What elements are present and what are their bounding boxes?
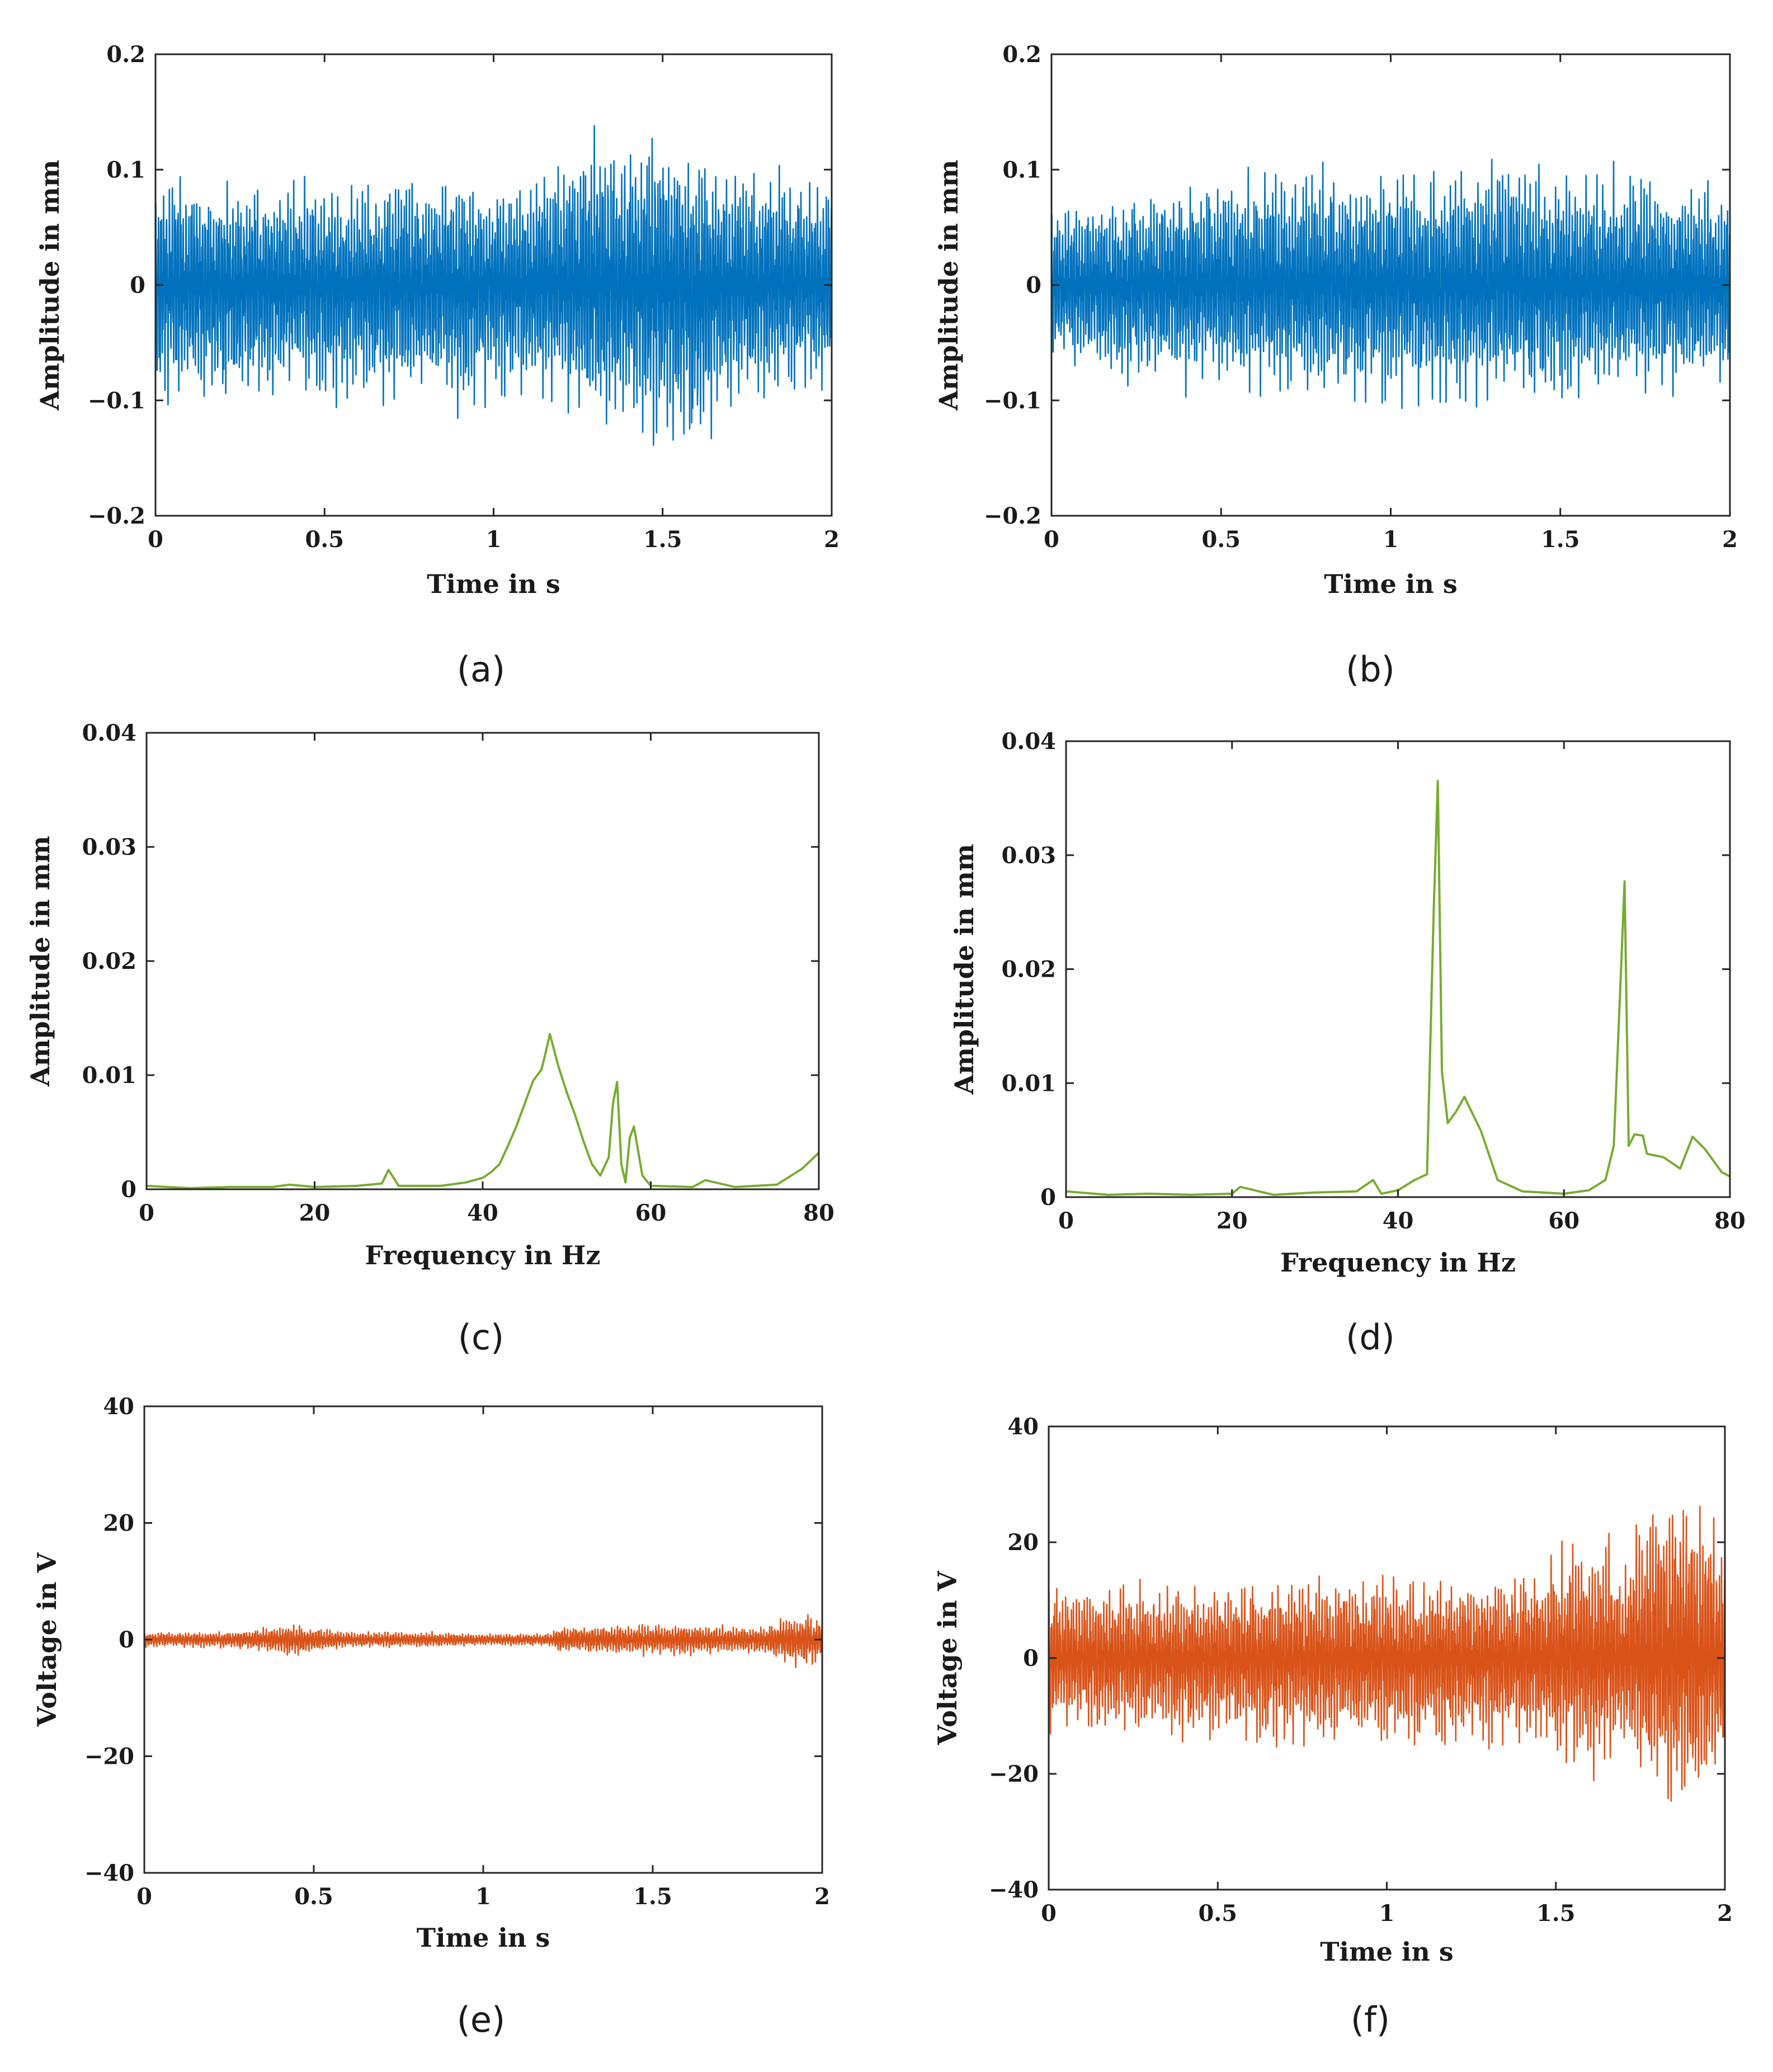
y-axis-label: Voltage in V: [932, 1570, 963, 1745]
x-tick-label: 60: [635, 1200, 667, 1226]
y-axis-label: Voltage in V: [32, 1552, 62, 1727]
y-tick-label: −40: [989, 1877, 1039, 1903]
series-line: [1048, 1505, 1726, 1802]
series-line: [143, 1614, 823, 1669]
x-tick-label: 20: [1216, 1208, 1248, 1234]
panel-caption: (b): [1346, 649, 1395, 690]
x-tick-label: 0: [1044, 526, 1059, 553]
x-tick-label: 0.5: [1198, 1900, 1237, 1927]
x-tick-label: 1: [1383, 526, 1399, 553]
x-tick-label: 0: [136, 1883, 152, 1910]
x-axis-label: Time in s: [1324, 569, 1458, 599]
y-tick-label: 0.04: [82, 720, 136, 746]
x-axis-label: Frequency in Hz: [1280, 1247, 1516, 1278]
y-axis-label: Amplitude in mm: [933, 160, 964, 411]
y-tick-label: 0.02: [1002, 957, 1056, 983]
y-tick-label: 0.2: [1002, 41, 1041, 68]
y-tick-label: 0.03: [82, 834, 136, 860]
x-tick-label: 2: [1717, 1900, 1733, 1927]
x-tick-label: 0: [139, 1200, 154, 1226]
x-tick-label: 1.5: [643, 526, 682, 553]
x-tick-label: 20: [299, 1200, 331, 1226]
x-tick-label: 0: [1041, 1900, 1057, 1927]
y-axis-label: Amplitude in mm: [949, 844, 979, 1095]
y-tick-label: 20: [1007, 1529, 1039, 1556]
panel-caption: (e): [457, 1999, 506, 2040]
y-tick-label: −20: [989, 1761, 1039, 1787]
axes-box: [145, 732, 820, 1190]
y-tick-label: 40: [103, 1393, 134, 1420]
y-tick-label: 0.1: [106, 157, 145, 183]
y-tick-label: −0.1: [88, 388, 145, 414]
x-tick-label: 80: [803, 1200, 834, 1226]
chart-panel-0: 0 0.5 1 1.5 2 −0.2 −0.1 0 0.1 0.2 Time in s Amplitu…: [35, 41, 840, 690]
panel-caption: (c): [458, 1317, 504, 1358]
panel-caption: (a): [457, 649, 505, 690]
x-tick-label: 0.5: [305, 526, 344, 553]
chart-panel-2: 0 20 40 60 80 0 0.01 0.02 0.03 0.04 Frequency in H…: [25, 720, 834, 1358]
y-tick-label: 40: [1007, 1414, 1039, 1440]
x-tick-label: 40: [1383, 1208, 1414, 1234]
y-tick-label: −0.2: [88, 503, 145, 529]
y-tick-label: 0.03: [1002, 842, 1056, 869]
x-tick-label: 2: [1722, 526, 1738, 553]
series-line: [154, 125, 833, 446]
y-tick-label: −0.2: [984, 503, 1041, 529]
x-tick-label: 0.5: [1201, 526, 1241, 553]
y-tick-label: 20: [103, 1510, 134, 1537]
y-tick-label: −20: [84, 1744, 134, 1770]
y-tick-label: 0: [130, 272, 145, 299]
y-tick-label: −0.1: [984, 388, 1041, 414]
x-axis-label: Time in s: [1320, 1937, 1454, 1967]
x-tick-label: 1: [486, 526, 502, 553]
y-tick-label: 0.1: [1002, 157, 1041, 183]
x-tick-label: 0.5: [294, 1883, 333, 1910]
y-tick-label: 0: [119, 1627, 134, 1653]
y-axis-label: Amplitude in mm: [35, 160, 65, 411]
y-tick-label: 0.2: [106, 41, 145, 68]
series-line: [146, 1033, 820, 1189]
x-axis-label: Frequency in Hz: [365, 1240, 601, 1270]
series-line: [1065, 780, 1730, 1196]
y-tick-label: 0: [1040, 1184, 1056, 1211]
x-axis-label: Time in s: [417, 1923, 550, 1953]
x-tick-label: 1.5: [1541, 526, 1580, 553]
chart-panel-5: 0 0.5 1 1.5 2 −40 −20 0 20 40 Time in s Voltage in …: [932, 1414, 1733, 2040]
x-tick-label: 0: [148, 526, 163, 553]
x-tick-label: 0: [1058, 1208, 1074, 1234]
x-tick-label: 80: [1714, 1208, 1746, 1234]
x-axis-label: Time in s: [427, 569, 560, 599]
chart-panel-3: 0 20 40 60 80 0 0.01 0.02 0.03 0.04 Frequency in H…: [949, 728, 1746, 1358]
x-tick-label: 2: [814, 1883, 830, 1910]
chart-panel-4: 0 0.5 1 1.5 2 −40 −20 0 20 40 Time in s Voltage in …: [32, 1393, 830, 2040]
x-tick-label: 2: [824, 526, 840, 553]
y-tick-label: 0.02: [82, 948, 136, 974]
x-tick-label: 1.5: [633, 1883, 672, 1910]
axes-box: [1065, 740, 1731, 1198]
x-tick-label: 40: [467, 1200, 498, 1226]
x-tick-label: 1: [1379, 1900, 1395, 1927]
panel-caption: (d): [1346, 1317, 1395, 1358]
x-tick-label: 1.5: [1536, 1900, 1576, 1927]
x-tick-label: 60: [1548, 1208, 1579, 1234]
y-tick-label: 0: [121, 1176, 136, 1203]
x-tick-label: 1: [475, 1883, 491, 1910]
chart-panel-1: 0 0.5 1 1.5 2 −0.2 −0.1 0 0.1 0.2 Time in s Amplitu…: [933, 41, 1738, 690]
series-line: [1050, 158, 1731, 409]
y-tick-label: 0: [1026, 272, 1041, 299]
y-tick-label: 0.01: [1002, 1070, 1056, 1096]
y-tick-label: 0.04: [1002, 728, 1056, 755]
y-axis-label: Amplitude in mm: [25, 836, 55, 1087]
panel-caption: (f): [1351, 1999, 1390, 2040]
y-tick-label: −40: [84, 1860, 134, 1886]
y-tick-label: 0.01: [82, 1062, 136, 1089]
y-tick-label: 0: [1023, 1645, 1039, 1671]
